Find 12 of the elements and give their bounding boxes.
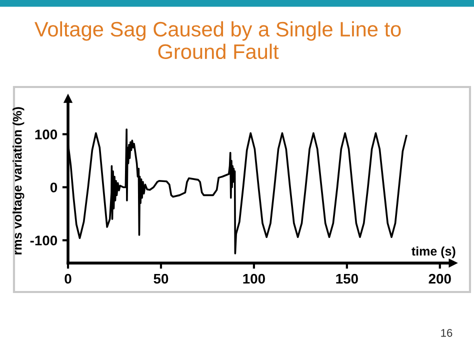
text: 16 [441, 328, 452, 337]
y-tick-label: 0 [50, 182, 58, 192]
y-tick-label: -100 [30, 236, 58, 246]
x-tick-label: 50 [154, 274, 168, 284]
x-tick-label: 150 [336, 274, 358, 284]
y-tick-label: 100 [35, 130, 58, 140]
y-axis-title: rms voltage variation (%) [12, 107, 24, 254]
chart-title: Voltage Sag Caused by a Single Line to Ground Fault [34, 21, 401, 60]
x-tick-label: 0 [64, 274, 72, 284]
x-tick-label: 100 [243, 274, 265, 284]
x-tick-label: 200 [428, 274, 451, 284]
x-axis-title: time (s) [412, 246, 456, 258]
